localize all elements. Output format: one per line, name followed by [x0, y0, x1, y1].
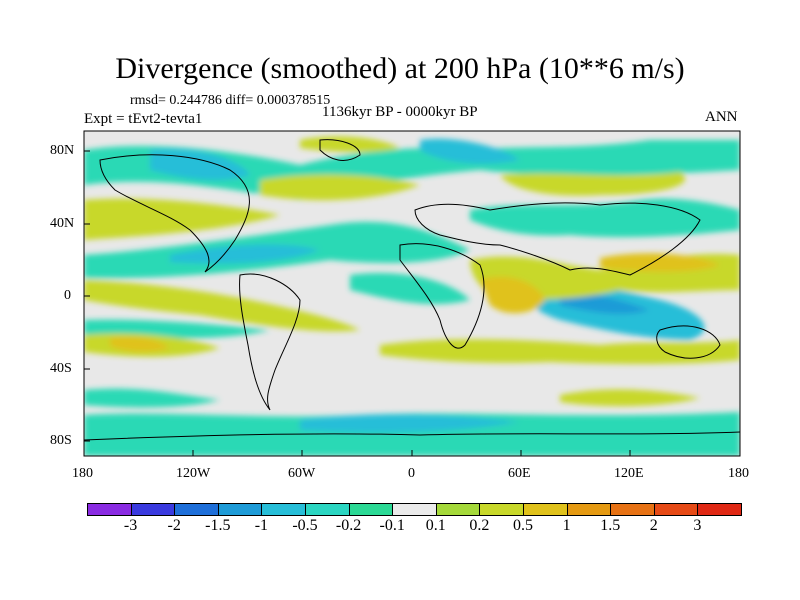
colorbar-swatch [392, 503, 437, 516]
colorbar-label: -3 [123, 517, 138, 534]
lon-label-180w: 180 [72, 466, 93, 481]
colorbar-swatch [174, 503, 219, 516]
colorbar-swatch [479, 503, 524, 516]
axis-ticks [83, 150, 741, 456]
lon-label-60w: 60W [288, 466, 316, 481]
colorbar-swatch [566, 503, 612, 516]
lon-label-120w: 120W [176, 466, 211, 481]
lat-label-80s: 80S [50, 433, 72, 448]
period-label: 1136kyr BP - 0000kyr BP [322, 104, 478, 120]
colorbar-swatch [130, 503, 176, 516]
colorbar-label: -2 [167, 517, 181, 534]
colorbar-swatch [305, 503, 350, 516]
colorbar-label: 2 [649, 517, 658, 534]
colorbar-label: -1 [254, 517, 269, 534]
season-label: ANN [705, 109, 738, 125]
colorbar-label: -0.5 [292, 517, 318, 534]
lon-label-60e: 60E [508, 466, 531, 481]
colorbar-swatch [523, 503, 568, 516]
lat-label-80n: 80N [50, 143, 75, 158]
colorbar-swatch [697, 503, 742, 516]
experiment-label: Expt = tEvt2-tevta1 [84, 111, 203, 127]
colorbar-label: -1.5 [205, 517, 231, 534]
stats-label: rmsd= 0.244786 diff= 0.000378515 [130, 93, 331, 108]
colorbar-swatch [87, 503, 132, 516]
lat-label-40s: 40S [50, 361, 72, 376]
colorbar-swatch [653, 503, 699, 516]
colorbar-label: 3 [693, 517, 702, 534]
colorbar-swatch [261, 503, 306, 516]
colorbar-label: -0.2 [335, 517, 362, 534]
lat-label-40n: 40N [50, 216, 75, 231]
field-patches [84, 136, 740, 456]
coastlines [84, 139, 740, 441]
colorbar-swatch [217, 503, 263, 516]
colorbar-label: 1.5 [600, 517, 621, 534]
colorbar-label: -0.1 [379, 517, 405, 534]
plot-title: Divergence (smoothed) at 200 hPa (10**6 … [115, 52, 685, 85]
colorbar-label: 0.1 [425, 517, 446, 534]
colorbar-label: 0.2 [469, 517, 490, 534]
colorbar-label: 1 [562, 517, 571, 534]
lon-label-180e: 180 [728, 466, 749, 481]
colorbar-label: 0.5 [513, 517, 533, 534]
lon-label-0: 0 [408, 466, 415, 481]
colorbar-swatch [348, 503, 394, 516]
colorbar-swatch [435, 503, 481, 516]
lat-label-0: 0 [64, 288, 71, 303]
colorbar-swatch [610, 503, 655, 516]
lon-label-120e: 120E [614, 466, 644, 481]
